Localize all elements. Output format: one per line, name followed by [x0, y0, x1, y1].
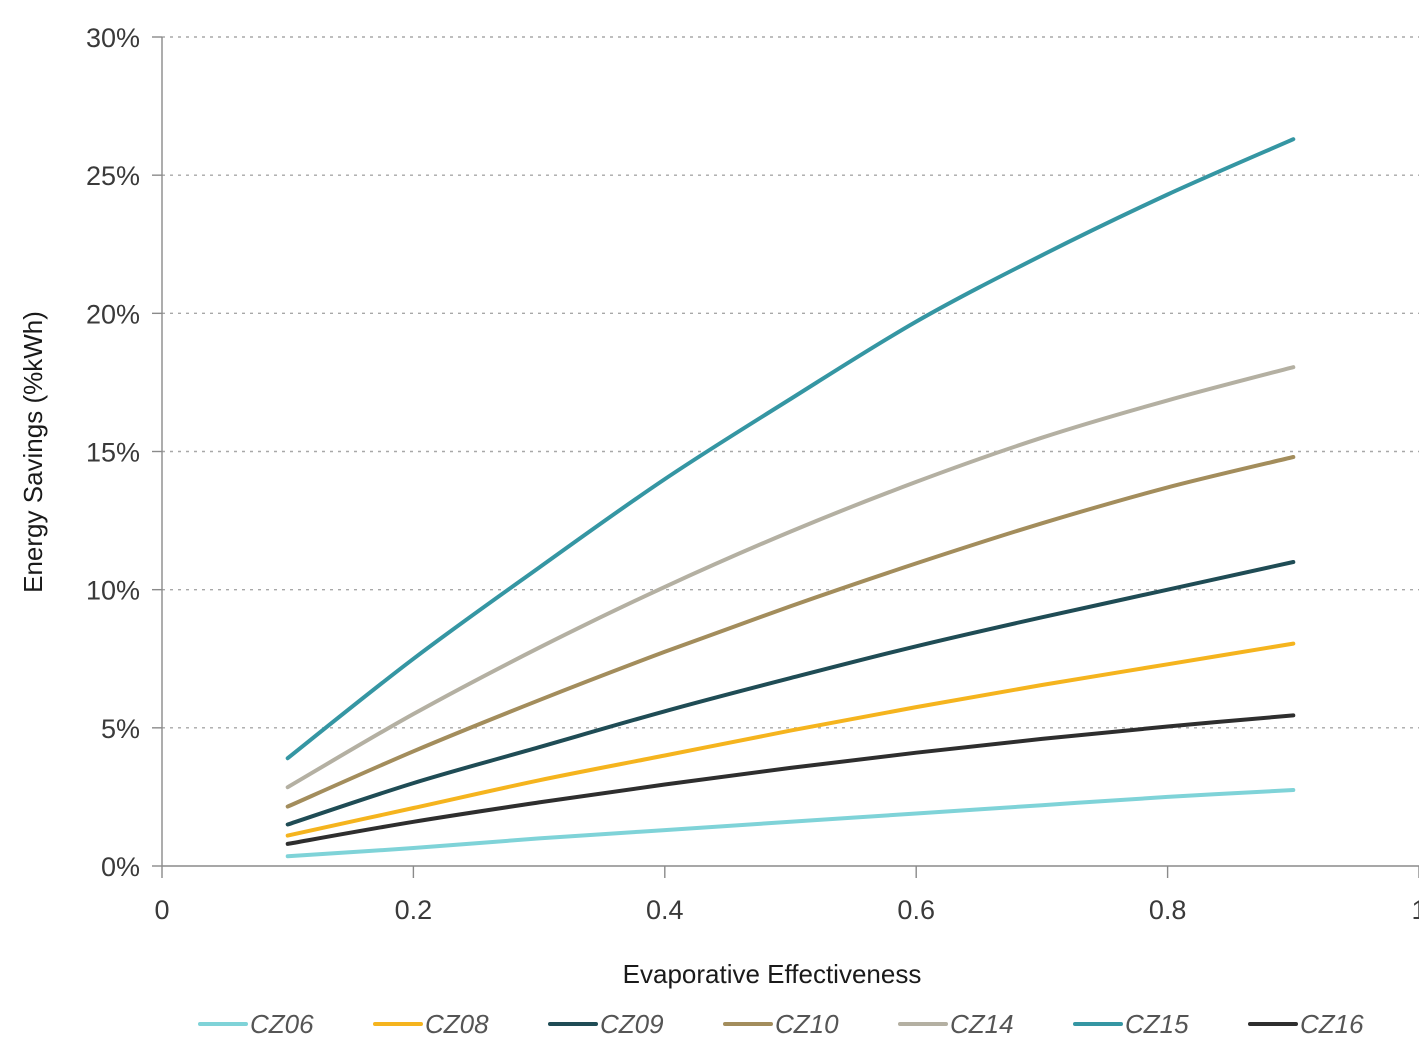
y-tick-label: 25%	[86, 161, 140, 191]
x-tick-label: 0.4	[646, 895, 684, 925]
axes	[152, 36, 1419, 878]
series-line-cz08	[285, 641, 1296, 838]
legend-label-cz14: CZ14	[950, 1009, 1014, 1039]
series-line-cz15	[285, 137, 1296, 761]
x-tick-label: 1	[1411, 895, 1419, 925]
y-tick-label: 10%	[86, 576, 140, 606]
gridlines	[162, 36, 1419, 729]
y-axis-title: Energy Savings (%kWh)	[18, 311, 48, 593]
tick-labels: 0% 5% 10% 15% 20% 25% 30% 0 0.2 0.4 0.6 0.8 1	[86, 23, 1419, 925]
series-line-cz09	[285, 560, 1296, 827]
x-axis-title: Evaporative Effectiveness	[623, 959, 922, 989]
legend-label-cz15: CZ15	[1125, 1009, 1189, 1039]
y-tick-label: 20%	[86, 299, 140, 329]
y-tick-label: 30%	[86, 23, 140, 53]
legend-label-cz10: CZ10	[775, 1009, 839, 1039]
x-tick-label: 0.6	[897, 895, 935, 925]
y-tick-label: 5%	[101, 714, 140, 744]
y-tick-label: 0%	[101, 852, 140, 882]
axis-titles: Evaporative Effectiveness Energy Savings…	[18, 311, 921, 989]
series-line-cz16	[285, 713, 1296, 846]
series-lines	[285, 137, 1296, 859]
series-line-cz14	[285, 365, 1296, 790]
legend-label-cz06: CZ06	[250, 1009, 314, 1039]
legend: CZ06 CZ08 CZ09 CZ10 CZ14 CZ15 CZ16	[198, 1009, 1364, 1039]
legend-label-cz08: CZ08	[425, 1009, 489, 1039]
x-tick-label: 0	[154, 895, 169, 925]
x-tick-label: 0.2	[395, 895, 433, 925]
legend-label-cz09: CZ09	[600, 1009, 664, 1039]
series-line-cz06	[285, 788, 1296, 859]
x-tick-label: 0.8	[1149, 895, 1187, 925]
y-tick-label: 15%	[86, 438, 140, 468]
legend-label-cz16: CZ16	[1300, 1009, 1364, 1039]
series-line-cz10	[285, 455, 1296, 809]
